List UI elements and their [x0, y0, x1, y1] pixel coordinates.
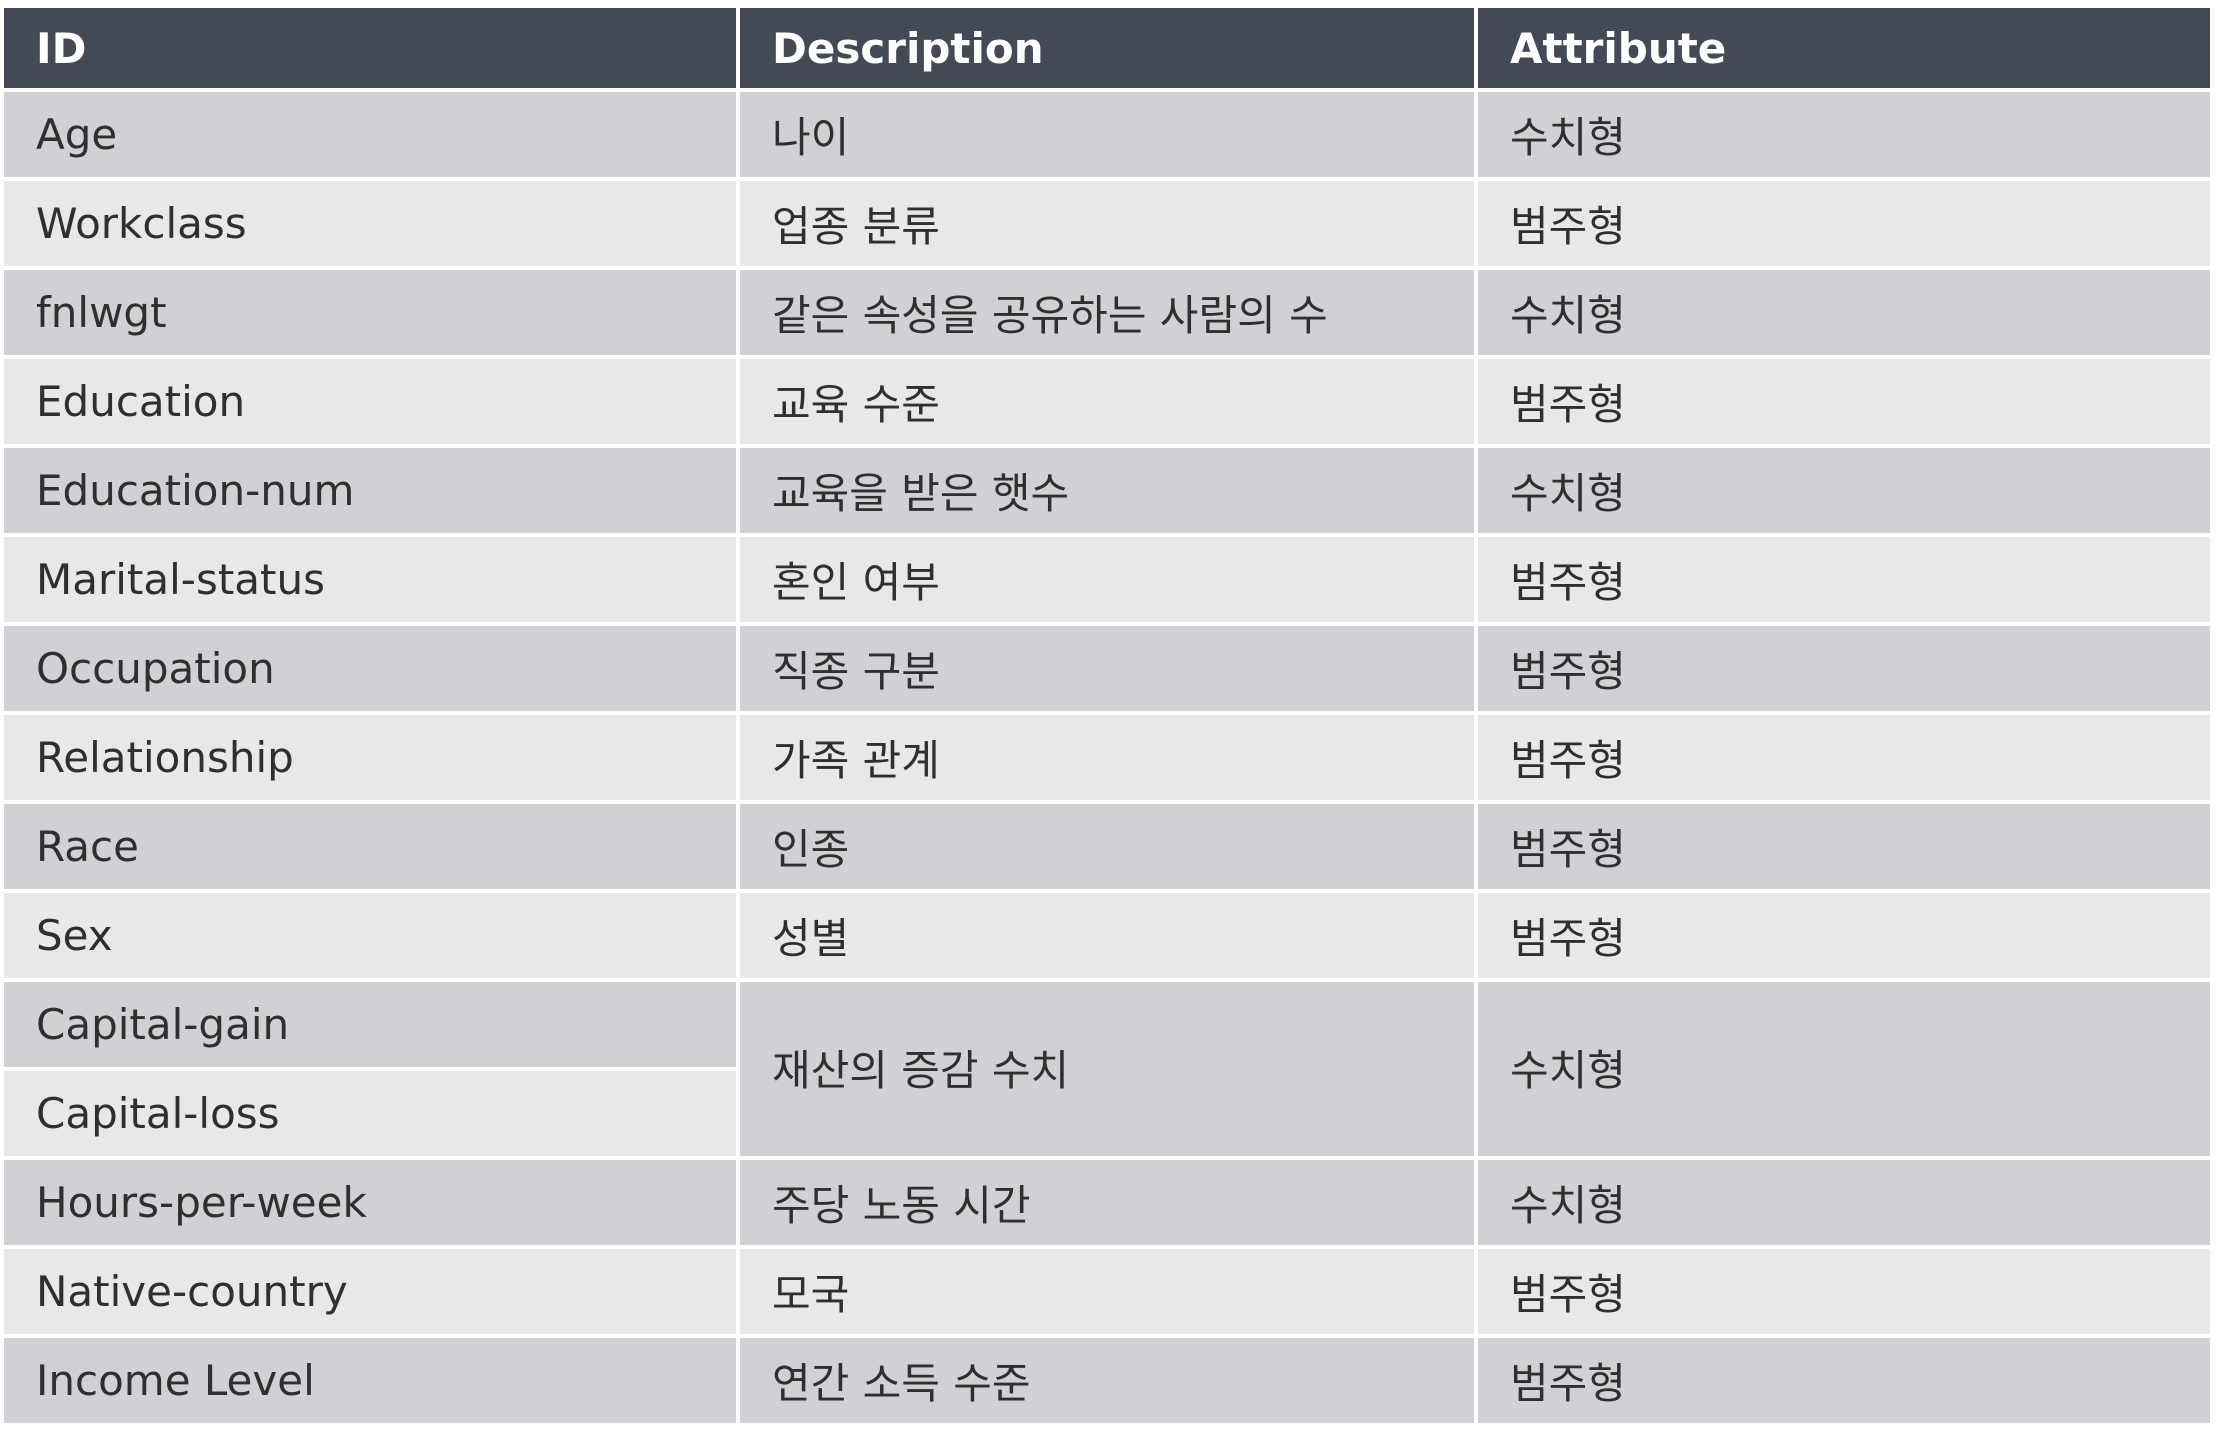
table-row: Education-num 교육을 받은 햇수 수치형: [4, 448, 2210, 533]
cell-id: Capital-loss: [4, 1071, 736, 1156]
table-row: Marital-status 혼인 여부 범주형: [4, 537, 2210, 622]
cell-description: 모국: [740, 1249, 1474, 1334]
table-row: Race 인종 범주형: [4, 804, 2210, 889]
cell-description: 주당 노동 시간: [740, 1160, 1474, 1245]
cell-description: 교육을 받은 햇수: [740, 448, 1474, 533]
cell-attribute: 범주형: [1478, 1338, 2210, 1423]
table-row: fnlwgt 같은 속성을 공유하는 사람의 수 수치형: [4, 270, 2210, 355]
cell-id: Native-country: [4, 1249, 736, 1334]
cell-id: Workclass: [4, 181, 736, 266]
cell-attribute: 수치형: [1478, 270, 2210, 355]
cell-description: 업종 분류: [740, 181, 1474, 266]
cell-attribute-merged: 수치형: [1478, 982, 2210, 1156]
cell-id: Income Level: [4, 1338, 736, 1423]
cell-description-merged: 재산의 증감 수치: [740, 982, 1474, 1156]
cell-id: Education: [4, 359, 736, 444]
cell-id: Capital-gain: [4, 982, 736, 1067]
cell-id: Marital-status: [4, 537, 736, 622]
cell-attribute: 수치형: [1478, 92, 2210, 177]
cell-description: 나이: [740, 92, 1474, 177]
table-row: Relationship 가족 관계 범주형: [4, 715, 2210, 800]
table-row: Age 나이 수치형: [4, 92, 2210, 177]
cell-id: Race: [4, 804, 736, 889]
table-row: Capital-gain 재산의 증감 수치 수치형: [4, 982, 2210, 1156]
cell-attribute: 수치형: [1478, 1160, 2210, 1245]
header-description: Description: [740, 8, 1474, 88]
cell-description: 혼인 여부: [740, 537, 1474, 622]
cell-id: Relationship: [4, 715, 736, 800]
table-row: Income Level 연간 소득 수준 범주형: [4, 1338, 2210, 1423]
table-row: Workclass 업종 분류 범주형: [4, 181, 2210, 266]
cell-attribute: 범주형: [1478, 715, 2210, 800]
cell-id: Age: [4, 92, 736, 177]
cell-description: 직종 구분: [740, 626, 1474, 711]
cell-id: Occupation: [4, 626, 736, 711]
cell-attribute: 범주형: [1478, 537, 2210, 622]
header-id: ID: [4, 8, 736, 88]
cell-attribute: 범주형: [1478, 1249, 2210, 1334]
cell-id: Education-num: [4, 448, 736, 533]
cell-id: fnlwgt: [4, 270, 736, 355]
cell-description: 성별: [740, 893, 1474, 978]
cell-id: Sex: [4, 893, 736, 978]
table-row: Native-country 모국 범주형: [4, 1249, 2210, 1334]
cell-id: Hours-per-week: [4, 1160, 736, 1245]
cell-attribute: 수치형: [1478, 448, 2210, 533]
cell-description: 인종: [740, 804, 1474, 889]
cell-description: 연간 소득 수준: [740, 1338, 1474, 1423]
cell-attribute: 범주형: [1478, 181, 2210, 266]
cell-attribute: 범주형: [1478, 893, 2210, 978]
table-row: Capital-loss: [4, 1071, 2210, 1156]
cell-attribute: 범주형: [1478, 804, 2210, 889]
cell-attribute: 범주형: [1478, 626, 2210, 711]
table-row: Occupation 직종 구분 범주형: [4, 626, 2210, 711]
header-row: ID Description Attribute: [4, 8, 2210, 88]
cell-attribute: 범주형: [1478, 359, 2210, 444]
header-attribute: Attribute: [1478, 8, 2210, 88]
cell-description: 가족 관계: [740, 715, 1474, 800]
table-row: Sex 성별 범주형: [4, 893, 2210, 978]
table-row: Education 교육 수준 범주형: [4, 359, 2210, 444]
table-row: Hours-per-week 주당 노동 시간 수치형: [4, 1160, 2210, 1245]
cell-description: 같은 속성을 공유하는 사람의 수: [740, 270, 1474, 355]
cell-description: 교육 수준: [740, 359, 1474, 444]
attribute-table: ID Description Attribute Age 나이 수치형 Work…: [0, 4, 2214, 1427]
